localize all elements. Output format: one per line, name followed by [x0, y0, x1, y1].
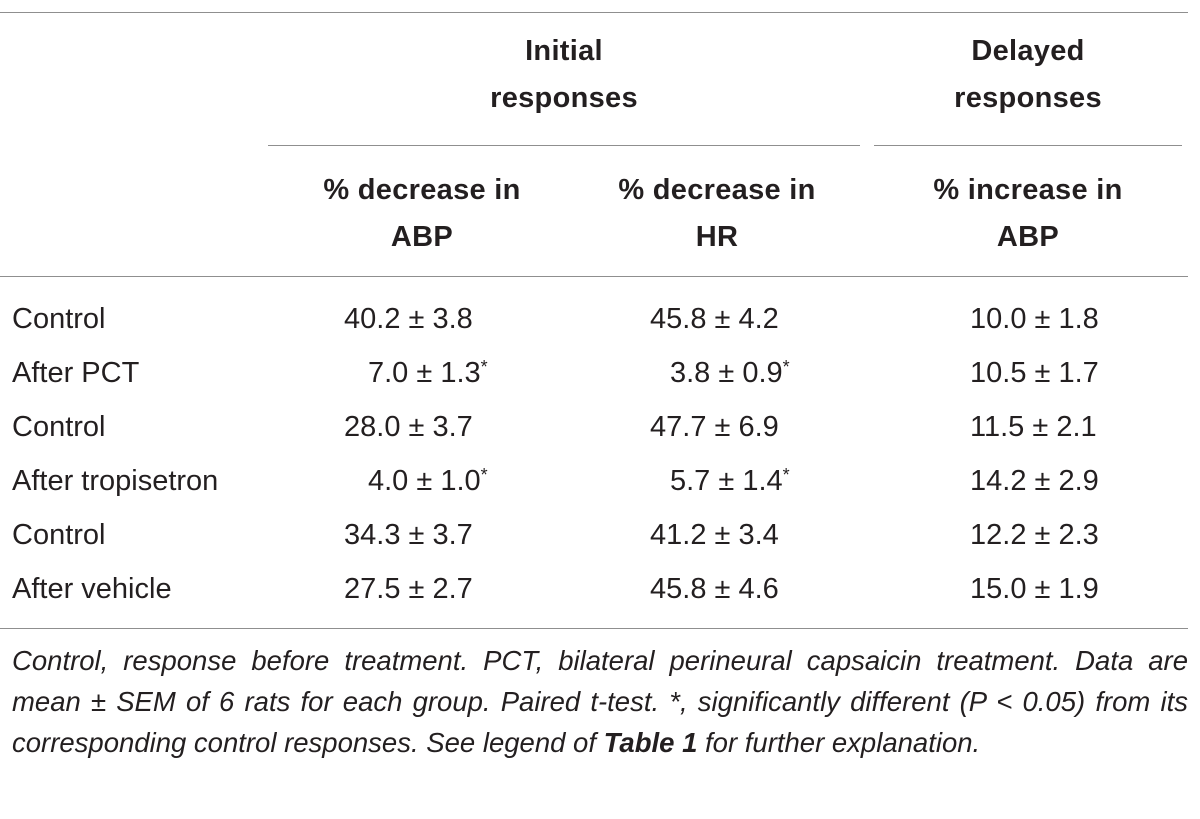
hr-decrease-text: 3.8 ± 0.9 [670, 357, 783, 389]
abp-increase-value: 15.0 ± 1.9 [970, 573, 1099, 605]
table-top-rule [0, 12, 1188, 13]
hr-decrease-text: 5.7 ± 1.4 [670, 465, 783, 497]
column-header-hr-decrease-line1: % decrease in [618, 174, 816, 206]
group-header-initial-responses: Initial responses [268, 28, 860, 122]
row-label: Control [12, 519, 106, 551]
hr-significance-marker: * [782, 465, 790, 485]
column-header-abp-decrease: % decrease in ABP [290, 167, 554, 261]
initial-group-rule [268, 145, 860, 146]
abp-decrease-text: 28.0 ± 3.7 [344, 411, 473, 443]
hr-decrease-text: 47.7 ± 6.9 [650, 411, 779, 443]
hr-decrease-value: 41.2 ± 3.4 [650, 508, 779, 565]
column-header-hr-decrease-line2: HR [695, 221, 739, 253]
hr-decrease-value: 5.7 ± 1.4* [670, 454, 790, 511]
column-header-abp-decrease-line1: % decrease in [323, 174, 521, 206]
footnote-text-end: for further explanation. [697, 727, 981, 758]
hr-decrease-value: 45.8 ± 4.6 [650, 562, 779, 619]
hr-decrease-value: 45.8 ± 4.2 [650, 292, 779, 349]
hr-decrease-text: 45.8 ± 4.2 [650, 303, 779, 335]
column-header-abp-increase-line2: ABP [996, 221, 1060, 253]
footnote-text: Control, response before treatment. PCT,… [12, 645, 1188, 758]
column-header-abp-increase: % increase in ABP [892, 167, 1164, 261]
table-footnote: Control, response before treatment. PCT,… [12, 640, 1188, 763]
row-label: After PCT [12, 357, 140, 389]
group-header-initial-line2: responses [490, 82, 638, 114]
abp-decrease-value: 4.0 ± 1.0* [368, 454, 488, 511]
abp-decrease-text: 27.5 ± 2.7 [344, 573, 473, 605]
row-label: Control [12, 303, 106, 335]
abp-decrease-value: 34.3 ± 3.7 [344, 508, 473, 565]
abp-decrease-value: 28.0 ± 3.7 [344, 400, 473, 457]
abp-significance-marker: * [480, 357, 488, 377]
group-header-delayed-line1: Delayed [971, 35, 1085, 67]
hr-decrease-value: 3.8 ± 0.9* [670, 346, 790, 403]
abp-increase-value: 11.5 ± 2.1 [970, 411, 1097, 443]
abp-significance-marker: * [480, 465, 488, 485]
hr-decrease-value: 47.7 ± 6.9 [650, 400, 779, 457]
column-header-abp-decrease-line2: ABP [390, 221, 454, 253]
abp-decrease-text: 40.2 ± 3.8 [344, 303, 473, 335]
abp-increase-value: 10.0 ± 1.8 [970, 303, 1099, 335]
abp-decrease-text: 34.3 ± 3.7 [344, 519, 473, 551]
group-header-delayed-responses: Delayed responses [874, 28, 1182, 122]
table-row: After tropisetron 4.0 ± 1.0* 5.7 ± 1.4* … [0, 454, 1200, 508]
table-row: Control 34.3 ± 3.7 41.2 ± 3.4 12.2 ± 2.3 [0, 508, 1200, 562]
column-header-abp-increase-line1: % increase in [933, 174, 1123, 206]
hr-significance-marker: * [782, 357, 790, 377]
abp-increase-value: 14.2 ± 2.9 [970, 465, 1099, 497]
abp-decrease-text: 7.0 ± 1.3 [368, 357, 481, 389]
abp-increase-value: 12.2 ± 2.3 [970, 519, 1099, 551]
header-bottom-rule [0, 276, 1188, 277]
group-header-delayed-line2: responses [954, 82, 1102, 114]
abp-decrease-value: 27.5 ± 2.7 [344, 562, 473, 619]
abp-decrease-value: 7.0 ± 1.3* [368, 346, 488, 403]
abp-increase-value: 10.5 ± 1.7 [970, 357, 1099, 389]
row-label: Control [12, 411, 106, 443]
column-header-hr-decrease: % decrease in HR [582, 167, 852, 261]
table-row: After PCT 7.0 ± 1.3* 3.8 ± 0.9* 10.5 ± 1… [0, 346, 1200, 400]
abp-decrease-text: 4.0 ± 1.0 [368, 465, 481, 497]
abp-decrease-value: 40.2 ± 3.8 [344, 292, 473, 349]
delayed-group-rule [874, 145, 1182, 146]
row-label: After tropisetron [12, 465, 219, 497]
table-row: After vehicle 27.5 ± 2.7 45.8 ± 4.6 15.0… [0, 562, 1200, 616]
table-1-reference: Table 1 [603, 727, 698, 758]
hr-decrease-text: 41.2 ± 3.4 [650, 519, 779, 551]
hr-decrease-text: 45.8 ± 4.6 [650, 573, 779, 605]
table-row: Control 40.2 ± 3.8 45.8 ± 4.2 10.0 ± 1.8 [0, 292, 1200, 346]
row-label: After vehicle [12, 573, 172, 605]
table-bottom-rule [0, 628, 1188, 629]
table-row: Control 28.0 ± 3.7 47.7 ± 6.9 11.5 ± 2.1 [0, 400, 1200, 454]
group-header-initial-line1: Initial [525, 35, 603, 67]
